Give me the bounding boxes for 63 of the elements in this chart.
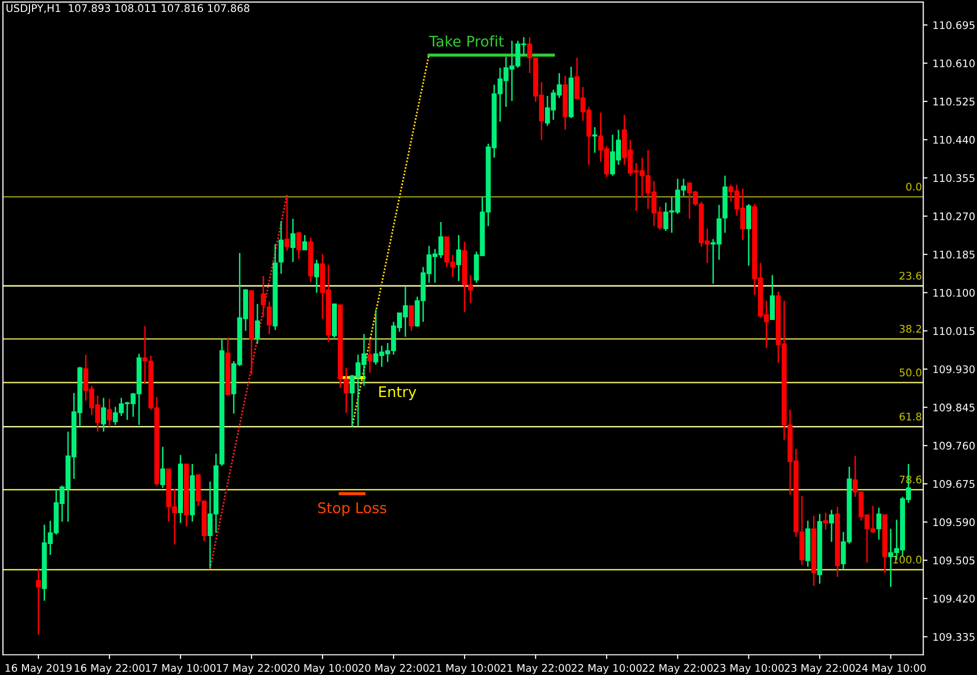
series-label: Take Profit xyxy=(429,35,504,47)
series-label: Stop Loss xyxy=(318,502,386,516)
x-tick-label: 22 May 10:00 xyxy=(572,664,642,674)
candlestick xyxy=(746,203,752,266)
candlestick xyxy=(823,512,828,530)
candlestick xyxy=(456,234,462,282)
y-tick-label: 110.610 xyxy=(933,59,975,68)
candlestick xyxy=(296,231,302,260)
y-tick-label: 109.760 xyxy=(933,442,975,450)
y-tick-label: 110.185 xyxy=(933,250,974,258)
y-tick-label: 110.525 xyxy=(933,98,974,106)
candlestick xyxy=(101,397,106,432)
x-tick-label: 16 May 2019 xyxy=(6,664,72,674)
line-series xyxy=(209,194,288,570)
x-tick-label: 23 May 22:00 xyxy=(784,664,855,674)
y-tick-label: 110.015 xyxy=(933,327,974,335)
candlestick xyxy=(408,304,414,332)
y-tick-label: 109.335 xyxy=(933,632,974,641)
x-tick-label: 20 May 22:00 xyxy=(358,664,429,674)
candlestick xyxy=(302,234,308,251)
candlestick xyxy=(770,274,775,320)
candlestick xyxy=(266,300,272,335)
x-tick-label: 17 May 10:00 xyxy=(146,664,216,674)
y-tick-label: 109.420 xyxy=(933,594,975,603)
x-tick-label: 23 May 10:00 xyxy=(714,664,784,674)
candlestick xyxy=(160,446,166,489)
x-tick-label: 21 May 10:00 xyxy=(430,664,500,674)
y-tick-label: 110.355 xyxy=(933,174,974,182)
y-tick-label: 109.505 xyxy=(933,556,974,564)
candlestick xyxy=(290,218,296,263)
annotation: 61.8 xyxy=(900,412,922,420)
candlestick xyxy=(278,220,284,274)
y-tick-label: 110.100 xyxy=(933,288,975,297)
x-tick-label: 21 May 22:00 xyxy=(500,664,571,674)
annotation: 50.0 xyxy=(900,368,922,376)
y-tick-label: 109.845 xyxy=(933,404,974,412)
y-tick-label: 110.440 xyxy=(933,136,975,144)
candlestick xyxy=(106,398,112,428)
x-tick-label: 24 May 10:00 xyxy=(856,664,926,674)
candlestick xyxy=(367,339,372,374)
y-tick-label: 110.695 xyxy=(933,21,974,30)
annotation: 38.2 xyxy=(900,324,922,333)
y-tick-label: 110.270 xyxy=(933,212,975,220)
candlestick xyxy=(592,126,598,154)
candlestick xyxy=(260,275,266,318)
x-tick-label: 22 May 22:00 xyxy=(642,664,713,674)
candlestick xyxy=(254,303,260,345)
x-tick-label: 17 May 22:00 xyxy=(216,664,287,674)
candlestick xyxy=(36,568,41,636)
x-tick-label: 16 May 22:00 xyxy=(74,664,144,674)
candlestick xyxy=(314,259,320,294)
x-tick-label: 20 May 10:00 xyxy=(288,664,358,674)
y-tick-label: 109.590 xyxy=(933,518,975,526)
annotation: 100.0 xyxy=(893,556,922,564)
series-label: Entry xyxy=(379,386,416,400)
annotation: 23.6 xyxy=(900,272,922,280)
candlestick xyxy=(284,196,290,252)
chart-title: USDJPY,H1 107.893 108.011 107.816 107.868 xyxy=(6,4,250,14)
y-tick-label: 109.675 xyxy=(933,480,974,488)
annotation: 0.0 xyxy=(906,182,922,191)
candlestick xyxy=(829,509,834,543)
y-tick-label: 109.930 xyxy=(933,365,975,374)
candlestick xyxy=(876,506,882,540)
